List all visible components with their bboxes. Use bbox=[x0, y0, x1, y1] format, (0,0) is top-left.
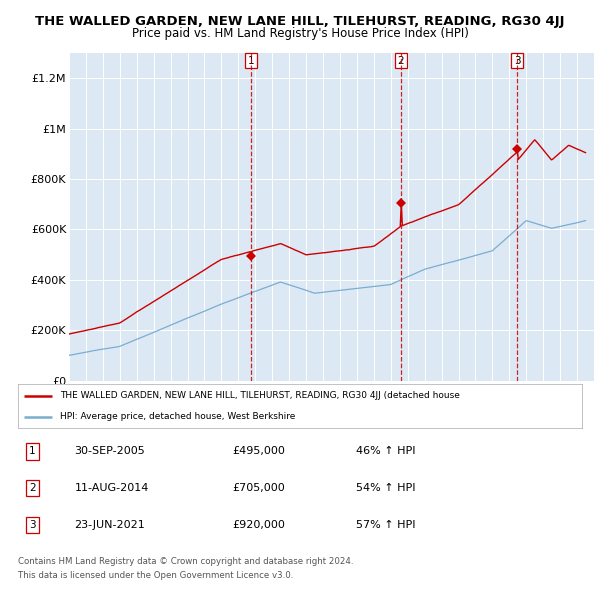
Text: Price paid vs. HM Land Registry's House Price Index (HPI): Price paid vs. HM Land Registry's House … bbox=[131, 27, 469, 40]
Text: 23-JUN-2021: 23-JUN-2021 bbox=[74, 520, 145, 530]
Text: £920,000: £920,000 bbox=[232, 520, 285, 530]
Text: 1: 1 bbox=[29, 447, 35, 457]
Text: THE WALLED GARDEN, NEW LANE HILL, TILEHURST, READING, RG30 4JJ: THE WALLED GARDEN, NEW LANE HILL, TILEHU… bbox=[35, 15, 565, 28]
Text: 1: 1 bbox=[248, 56, 254, 66]
Text: £705,000: £705,000 bbox=[232, 483, 285, 493]
Text: 54% ↑ HPI: 54% ↑ HPI bbox=[356, 483, 416, 493]
Text: 3: 3 bbox=[29, 520, 35, 530]
Text: 3: 3 bbox=[514, 56, 521, 66]
Text: 11-AUG-2014: 11-AUG-2014 bbox=[74, 483, 149, 493]
Text: Contains HM Land Registry data © Crown copyright and database right 2024.: Contains HM Land Registry data © Crown c… bbox=[18, 557, 353, 566]
Text: 46% ↑ HPI: 46% ↑ HPI bbox=[356, 447, 416, 457]
Text: HPI: Average price, detached house, West Berkshire: HPI: Average price, detached house, West… bbox=[60, 412, 296, 421]
Text: 2: 2 bbox=[29, 483, 35, 493]
Text: 30-SEP-2005: 30-SEP-2005 bbox=[74, 447, 145, 457]
Text: £495,000: £495,000 bbox=[232, 447, 285, 457]
Text: 2: 2 bbox=[398, 56, 404, 66]
Text: This data is licensed under the Open Government Licence v3.0.: This data is licensed under the Open Gov… bbox=[18, 571, 293, 580]
Text: 57% ↑ HPI: 57% ↑ HPI bbox=[356, 520, 416, 530]
Text: THE WALLED GARDEN, NEW LANE HILL, TILEHURST, READING, RG30 4JJ (detached house: THE WALLED GARDEN, NEW LANE HILL, TILEHU… bbox=[60, 391, 460, 401]
